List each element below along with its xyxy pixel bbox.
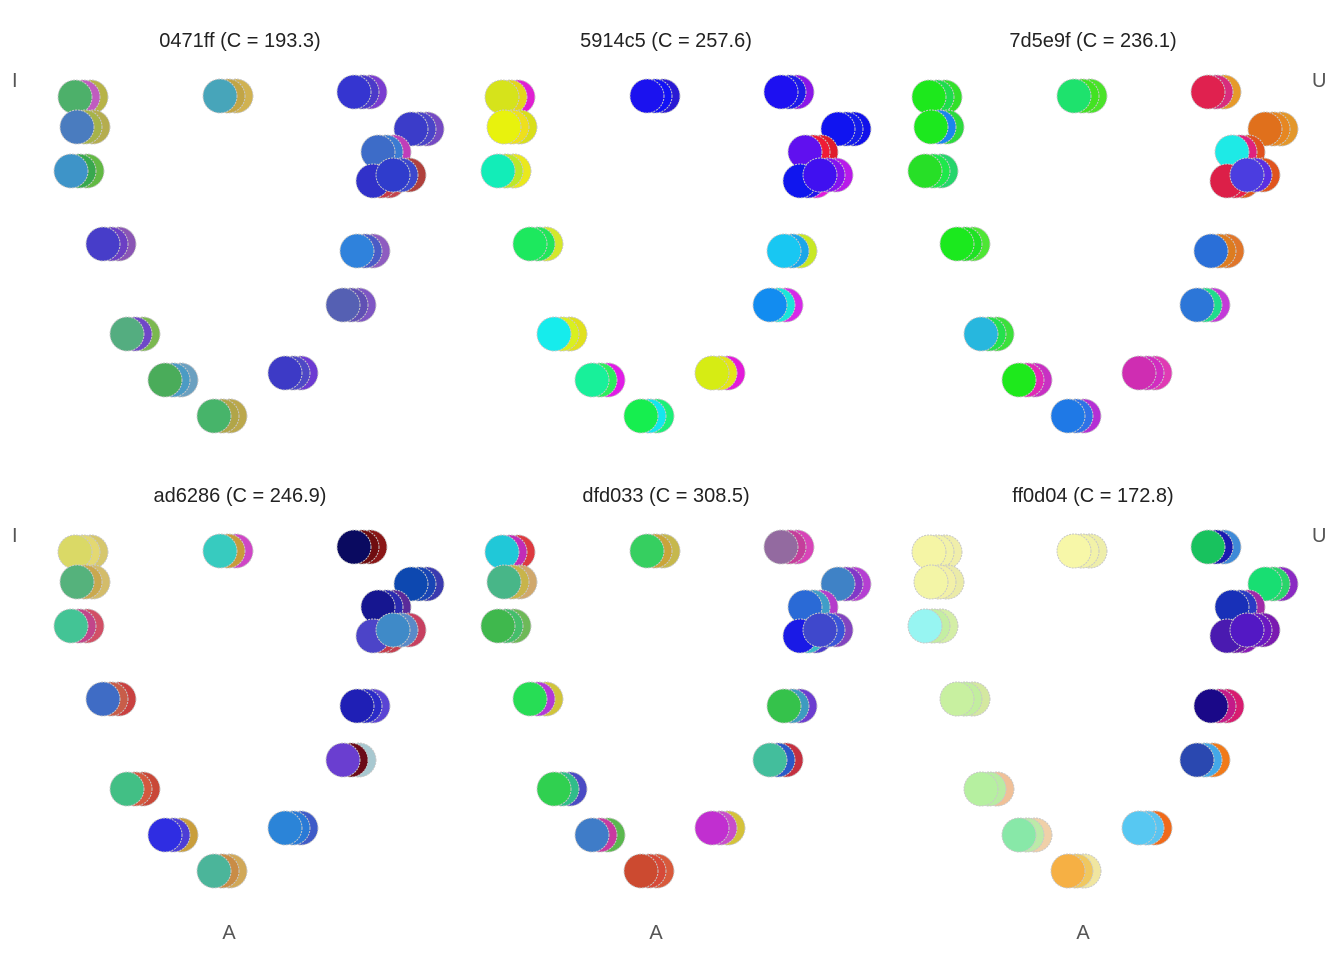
data-point	[939, 226, 975, 262]
panels-layer: 0471ff (C = 193.3) 5914c5 (C = 257.6) 7d5e…	[53, 30, 1299, 889]
data-point	[325, 287, 361, 323]
data-point	[53, 153, 89, 189]
data-point	[336, 529, 372, 565]
data-point	[752, 287, 788, 323]
data-point	[1121, 355, 1157, 391]
data-point	[336, 74, 372, 110]
bottom-label-col1: A	[222, 922, 236, 944]
data-point	[147, 362, 183, 398]
data-point	[907, 608, 943, 644]
data-point	[484, 534, 520, 570]
data-point	[574, 362, 610, 398]
panel-title: 5914c5 (C = 257.6)	[580, 30, 752, 52]
panel-title: ff0d04 (C = 172.8)	[1012, 485, 1173, 507]
top-right-label: U	[1312, 70, 1326, 92]
data-point	[59, 564, 95, 600]
bottom-label-col3: A	[1076, 922, 1090, 944]
data-point	[57, 534, 93, 570]
data-point	[1121, 810, 1157, 846]
data-point	[196, 853, 232, 889]
data-point	[480, 153, 516, 189]
panel-title: dfd033 (C = 308.5)	[582, 485, 749, 507]
data-point	[913, 109, 949, 145]
data-point	[1056, 78, 1092, 114]
data-point	[512, 681, 548, 717]
data-point	[802, 612, 838, 648]
data-point	[913, 564, 949, 600]
data-point	[147, 817, 183, 853]
data-point	[763, 529, 799, 565]
data-point	[202, 533, 238, 569]
data-point	[763, 74, 799, 110]
data-point	[536, 771, 572, 807]
data-point	[375, 157, 411, 193]
bottom-right-label: U	[1312, 525, 1326, 547]
data-point	[963, 771, 999, 807]
data-point	[802, 157, 838, 193]
data-point	[939, 681, 975, 717]
data-point	[1229, 612, 1265, 648]
data-point	[57, 79, 93, 115]
data-point	[109, 771, 145, 807]
data-point	[1193, 688, 1229, 724]
data-point	[267, 810, 303, 846]
data-point	[1229, 157, 1265, 193]
data-point	[339, 233, 375, 269]
top-left-label: I	[12, 70, 18, 92]
bottom-label-col2: A	[649, 922, 663, 944]
data-point	[267, 355, 303, 391]
data-point	[339, 688, 375, 724]
data-point	[752, 742, 788, 778]
panel-2: 5914c5 (C = 257.6)	[480, 30, 872, 434]
bottom-left-label: I	[12, 525, 18, 547]
panel-3: 7d5e9f (C = 236.1)	[907, 30, 1299, 434]
data-point	[766, 688, 802, 724]
panel-4: ad6286 (C = 246.9)	[53, 485, 445, 889]
data-point	[1056, 533, 1092, 569]
data-point	[694, 810, 730, 846]
panel-1: 0471ff (C = 193.3)	[53, 30, 445, 434]
data-point	[484, 79, 520, 115]
data-point	[85, 226, 121, 262]
data-point	[694, 355, 730, 391]
panel-6: ff0d04 (C = 172.8)	[907, 485, 1299, 889]
data-point	[325, 742, 361, 778]
data-point	[963, 316, 999, 352]
data-point	[486, 109, 522, 145]
data-point	[1190, 529, 1226, 565]
data-point	[623, 853, 659, 889]
data-point	[1050, 853, 1086, 889]
data-point	[202, 78, 238, 114]
data-point	[1001, 817, 1037, 853]
data-point	[766, 233, 802, 269]
data-point	[629, 533, 665, 569]
data-point	[574, 817, 610, 853]
data-point	[53, 608, 89, 644]
panel-title: 7d5e9f (C = 236.1)	[1009, 30, 1176, 52]
panel-title: ad6286 (C = 246.9)	[154, 485, 327, 507]
panel-5: dfd033 (C = 308.5)	[480, 485, 872, 889]
data-point	[907, 153, 943, 189]
data-point	[1193, 233, 1229, 269]
data-point	[623, 398, 659, 434]
data-point	[911, 79, 947, 115]
data-point	[512, 226, 548, 262]
data-point	[1001, 362, 1037, 398]
data-point	[486, 564, 522, 600]
data-point	[1179, 287, 1215, 323]
data-point	[536, 316, 572, 352]
data-point	[629, 78, 665, 114]
data-point	[1179, 742, 1215, 778]
data-point	[109, 316, 145, 352]
data-point	[85, 681, 121, 717]
panel-title: 0471ff (C = 193.3)	[159, 30, 320, 52]
data-point	[59, 109, 95, 145]
data-point	[1190, 74, 1226, 110]
data-point	[480, 608, 516, 644]
data-point	[196, 398, 232, 434]
data-point	[375, 612, 411, 648]
data-point	[1050, 398, 1086, 434]
data-point	[911, 534, 947, 570]
